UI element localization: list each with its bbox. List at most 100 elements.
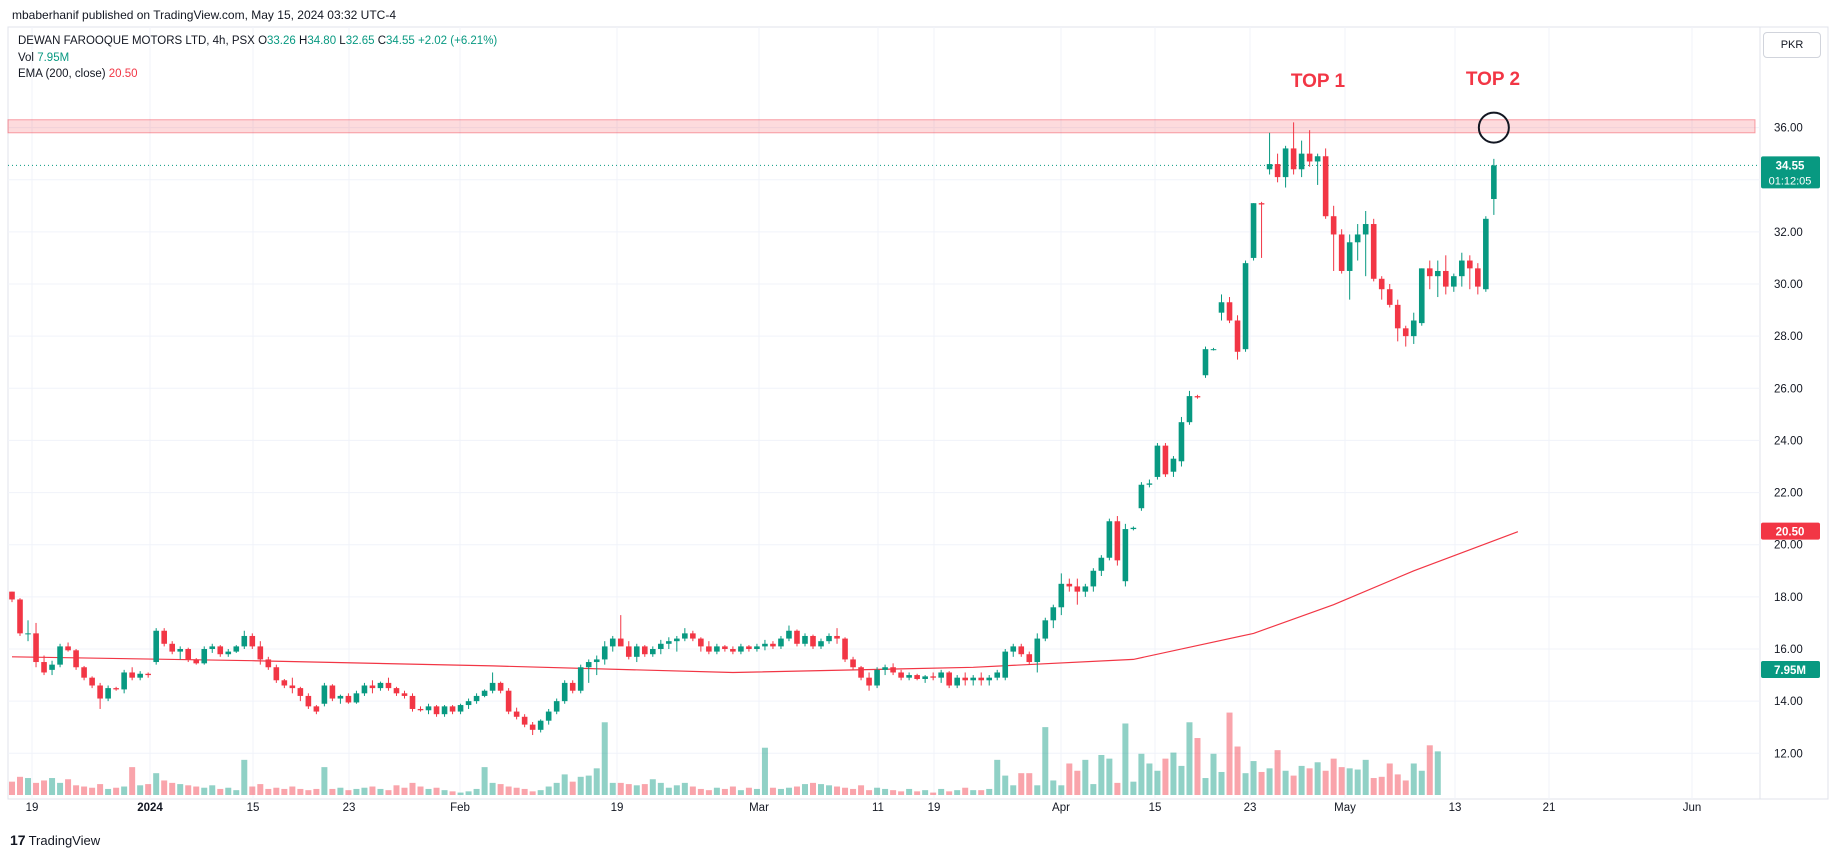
volume-bar [721,788,728,795]
ema-value: 20.50 [108,68,138,80]
volume-bar [1202,778,1209,795]
candle [1050,604,1057,629]
volume-bar [1298,765,1305,795]
x-tick-label: 19 [611,802,624,814]
volume-bar [1378,776,1385,795]
candle-body [762,643,768,647]
candle [433,705,440,717]
volume-bar [689,786,696,795]
volume-bar [1354,769,1361,795]
candle-body [1386,289,1393,305]
volume-bar [1154,770,1161,795]
ema-line[interactable] [11,531,1519,674]
candle [369,680,376,694]
candle [281,678,288,689]
y-tick-label: 30.00 [1774,279,1803,291]
candle-body [353,693,360,703]
x-tick-label: Apr [1052,802,1070,814]
candle-body [537,720,544,730]
candle [1266,132,1273,175]
candle [225,649,232,657]
volume-bar [177,784,184,795]
volume-bar [842,787,849,795]
candle [409,693,416,712]
volume-bar [1370,778,1377,795]
volume-legend[interactable]: Vol 7.95M [18,52,69,64]
candle [1330,205,1337,271]
candle-body [1186,396,1193,423]
candle [1475,263,1481,295]
candle-body [714,646,720,652]
volume-bar [33,782,40,795]
volume-bar [713,787,720,795]
top-2-annotation[interactable]: TOP 2 [1466,69,1520,90]
candle [1018,643,1025,657]
volume-bar [65,779,72,795]
candle-body [1146,483,1153,485]
volume-bar [145,784,152,795]
candle-body [17,599,23,634]
volume-bar [241,759,248,795]
candle [970,675,976,686]
volume-bar [617,782,624,795]
candle-body [754,646,760,649]
candle-body [866,677,872,686]
candle-body [1242,263,1249,350]
volume-bar [705,790,712,795]
y-tick-label: 14.00 [1774,696,1803,708]
time-axis[interactable]: 19 2024 15 23 Feb 19 Mar 11 19 Apr 15 23 May 13 21 Jun [26,802,1702,814]
low-value: 32.65 [345,35,375,47]
candle [609,635,616,652]
x-tick-label: 15 [247,802,260,814]
volume-bar [361,787,368,795]
top-1-annotation[interactable]: TOP 1 [1291,71,1346,92]
x-tick-label: May [1334,802,1356,814]
volume-bar [938,788,945,795]
volume-bar [169,782,176,795]
open-label: O [258,35,268,47]
candle-body [834,635,840,639]
volume-bar [121,786,128,795]
ema-legend[interactable]: EMA (200, close) 20.50 [18,68,138,80]
candle-body [706,646,712,652]
candle-body [1370,224,1377,279]
volume-bar [433,787,440,795]
volume-bar [850,788,857,795]
candle-body [1258,203,1265,205]
candle [297,686,304,702]
candle-body [1338,234,1345,271]
annotations-layer[interactable]: TOP 1 TOP 2 [1291,69,1520,144]
candle-body [674,638,680,642]
symbol-name[interactable]: DEWAN FAROOQUE MOTORS LTD, 4h, PSX [18,35,255,47]
currency-button[interactable]: PKR [1763,32,1821,58]
volume-bar [377,788,384,795]
y-tick-label: 26.00 [1774,383,1803,395]
candle-body [746,646,752,649]
volume-bar [441,790,448,795]
candle [930,672,936,681]
top-2-circle-marker[interactable] [1477,111,1510,144]
candle [585,659,592,683]
volume-bar [874,787,881,795]
candle [802,633,808,647]
tradingview-brand[interactable]: 17 TradingView [10,832,100,848]
candle [17,598,23,636]
candle [217,645,224,657]
candle-body [1491,165,1497,200]
candle-body [1483,218,1489,290]
candle [714,643,720,655]
candle-body [609,638,616,647]
volume-bar [1034,785,1041,795]
candle [113,686,119,691]
ema-layer [8,164,1760,674]
x-tick-label: 23 [343,802,356,814]
candle-body [1451,276,1457,287]
volume-bar [753,788,760,795]
candle-body [986,677,993,681]
resistance-zone[interactable] [7,119,1756,134]
volume-bar [1138,753,1145,795]
candle [658,639,664,655]
candle [1106,518,1113,561]
